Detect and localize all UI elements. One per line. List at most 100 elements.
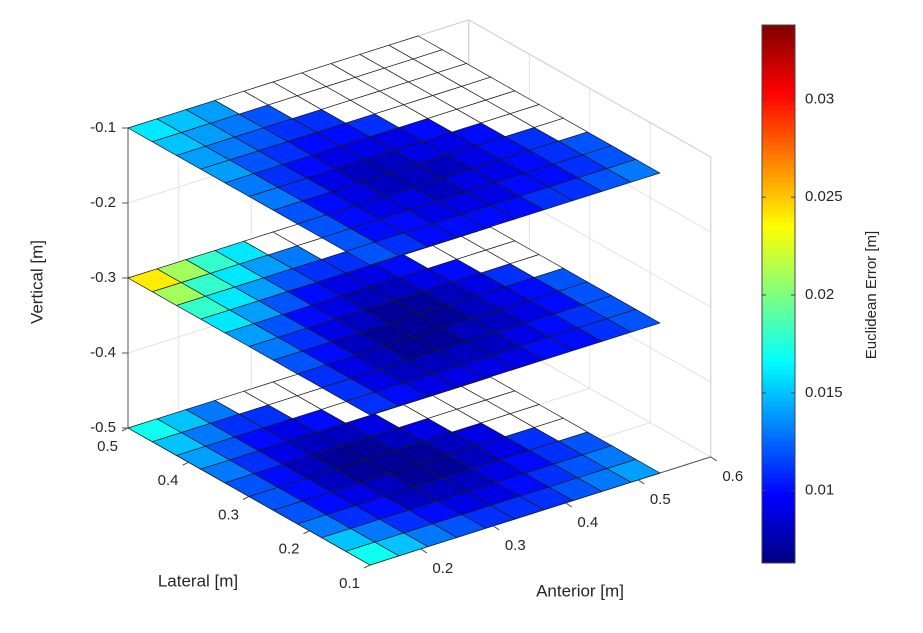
- colorbar-slice: [762, 172, 795, 178]
- colorbar-slice: [762, 378, 795, 384]
- y-tick-label: 0.2: [279, 541, 300, 558]
- tick-mark: [420, 548, 428, 554]
- tick-mark: [182, 461, 189, 466]
- colorbar-slice: [762, 118, 795, 124]
- colorbar-slice: [762, 248, 795, 254]
- colorbar-slice: [762, 405, 795, 411]
- colorbar-slice: [762, 257, 795, 263]
- colorbar-slice: [762, 464, 795, 470]
- colorbar-slice: [762, 441, 795, 447]
- colorbar-slice: [762, 226, 795, 232]
- colorbar-slice: [762, 325, 795, 331]
- colorbar-slice: [762, 396, 795, 402]
- colorbar-slice: [762, 186, 795, 192]
- tick-mark: [363, 564, 371, 569]
- x-tick-label: 0.5: [650, 491, 671, 508]
- colorbar-slice: [762, 549, 795, 555]
- colorbar-slice: [762, 136, 795, 142]
- y-tick-label: 0.5: [97, 438, 118, 455]
- colorbar-slice: [762, 450, 795, 456]
- colorbar-slice: [762, 47, 795, 53]
- colorbar-slice: [762, 455, 795, 461]
- colorbar-tick-label: 0.01: [805, 482, 834, 499]
- colorbar-slice: [762, 414, 795, 420]
- colorbar-slice: [762, 540, 795, 546]
- colorbar-slice: [762, 217, 795, 223]
- tick-mark: [492, 525, 500, 531]
- colorbar-slice: [762, 311, 795, 317]
- colorbar-slice: [762, 114, 795, 120]
- colorbar-slice: [762, 65, 795, 71]
- colorbar-slice: [762, 383, 795, 389]
- colorbar-slice: [762, 29, 795, 35]
- colorbar-slice: [762, 190, 795, 196]
- tick-mark: [303, 530, 310, 535]
- colorbar-slice: [762, 105, 795, 111]
- colorbar-label: Euclidean Error [m]: [863, 231, 880, 359]
- colorbar-slice: [762, 482, 795, 488]
- colorbar-slice: [762, 289, 795, 295]
- colorbar-slice: [762, 499, 795, 506]
- colorbar-slice: [762, 132, 795, 138]
- colorbar-tick-label: 0.015: [805, 384, 843, 401]
- colorbar-slice: [762, 56, 795, 62]
- z-tick-label: -0.4: [90, 344, 116, 361]
- colorbar-slice: [762, 154, 795, 160]
- colorbar-slice: [762, 446, 795, 452]
- colorbar-slice: [762, 329, 795, 335]
- colorbar-slice: [762, 91, 795, 98]
- colorbar-slice: [762, 100, 795, 106]
- colorbar-slice: [762, 419, 795, 425]
- colorbar-slice: [762, 127, 795, 133]
- colorbar-slice: [762, 42, 795, 48]
- colorbar-slice: [762, 253, 795, 259]
- colorbar-slice: [762, 307, 795, 313]
- y-tick-label: 0.1: [339, 575, 360, 592]
- colorbar-slice: [762, 213, 795, 219]
- x-axis-label: Anterior [m]: [536, 581, 624, 600]
- colorbar-slice: [762, 531, 795, 537]
- colorbar-slice: [762, 495, 795, 501]
- colorbar-slice: [762, 535, 795, 541]
- box-edge: [468, 19, 711, 158]
- colorbar-slice: [762, 423, 795, 429]
- colorbar-slice: [762, 369, 795, 375]
- tick-mark: [565, 502, 573, 508]
- colorbar-slice: [762, 522, 795, 528]
- tick-mark: [710, 456, 718, 462]
- colorbar-slice: [762, 316, 795, 322]
- colorbar-slice: [762, 302, 795, 308]
- colorbar-slice: [762, 558, 795, 564]
- y-tick-label: 0.3: [218, 506, 239, 523]
- colorbar-slice: [762, 280, 795, 286]
- colorbar-slice: [762, 78, 795, 84]
- colorbar-slice: [762, 343, 795, 349]
- colorbar-slice: [762, 168, 795, 174]
- colorbar-slice: [762, 74, 795, 80]
- colorbar-tick-label: 0.03: [805, 90, 834, 107]
- colorbar-slice: [762, 347, 795, 353]
- colorbar-slice: [762, 504, 795, 510]
- colorbar-slice: [762, 374, 795, 380]
- colorbar-slice: [762, 195, 795, 201]
- z-tick-label: -0.5: [90, 419, 116, 436]
- colorbar-slice: [762, 275, 795, 281]
- x-tick-label: 0.3: [505, 537, 526, 554]
- colorbar-slice: [762, 123, 795, 129]
- colorbar-slice: [762, 69, 795, 75]
- colorbar-slice: [762, 473, 795, 479]
- colorbar-slice: [762, 33, 795, 39]
- colorbar-slice: [762, 51, 795, 57]
- x-tick-label: 0.2: [432, 560, 453, 577]
- colorbar-slice: [762, 38, 795, 44]
- colorbar-slice: [762, 96, 795, 102]
- colorbar-slice: [762, 177, 795, 183]
- colorbar-slice: [762, 553, 795, 559]
- colorbar-slice: [762, 437, 795, 443]
- colorbar-slice: [762, 244, 795, 250]
- colorbar-slice: [762, 432, 795, 438]
- z-tick-label: -0.1: [90, 119, 116, 136]
- z-axis-label: Vertical [m]: [27, 240, 46, 324]
- colorbar-slice: [762, 513, 795, 519]
